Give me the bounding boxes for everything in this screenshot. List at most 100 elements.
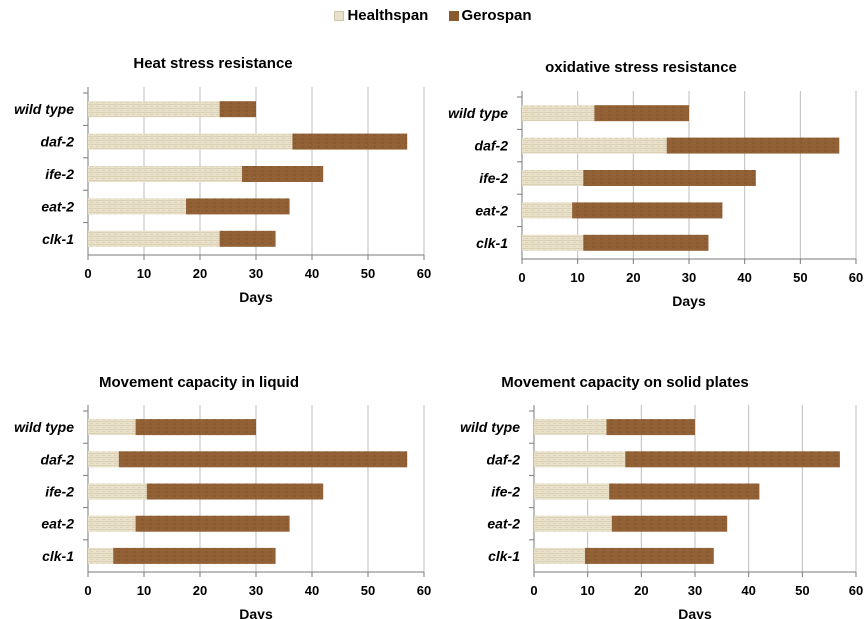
category-label: clk-1: [42, 548, 74, 564]
x-tick-label: 30: [682, 270, 696, 285]
x-tick-label: 0: [518, 270, 525, 285]
healthspan-bar: [88, 133, 293, 150]
x-tick-label: 10: [137, 266, 151, 281]
healthspan-bar: [534, 451, 626, 468]
gerospan-bar: [625, 451, 840, 468]
x-tick-label: 20: [193, 583, 207, 598]
healthspan-bar: [88, 547, 114, 564]
category-label: ife-2: [45, 484, 74, 500]
chart-title: Movement capacity in liquid: [99, 374, 299, 391]
category-label: wild type: [448, 105, 508, 121]
healthspan-bar: [88, 419, 136, 436]
x-tick-label: 20: [626, 270, 640, 285]
legend-label-healthspan: Healthspan: [347, 6, 429, 24]
gerospan-bar: [118, 451, 408, 468]
healthspan-bar: [534, 483, 610, 500]
healthspan-bar: [88, 101, 220, 118]
x-tick-label: 30: [249, 583, 263, 598]
x-tick-label: 60: [849, 270, 863, 285]
category-label: clk-1: [42, 231, 74, 247]
x-tick-label: 30: [249, 266, 263, 281]
gerospan-bar: [113, 547, 276, 564]
healthspan-bar: [534, 515, 612, 532]
gerospan-bar: [219, 230, 276, 247]
category-label: clk-1: [476, 235, 508, 251]
category-label: ife-2: [45, 166, 74, 182]
category-label: ife-2: [479, 170, 508, 186]
gerospan-swatch-icon: [448, 10, 459, 21]
x-axis-title: Days: [678, 606, 712, 619]
healthspan-bar: [88, 166, 242, 182]
category-label: wild type: [14, 419, 74, 435]
healthspan-bar: [522, 137, 667, 154]
x-tick-label: 50: [793, 270, 807, 285]
x-tick-label: 0: [84, 583, 91, 598]
chart-title: Heat stress resistance: [133, 55, 292, 72]
category-label: clk-1: [488, 548, 520, 564]
gerospan-bar: [583, 170, 756, 186]
healthspan-bar: [534, 419, 607, 436]
healthspan-bar: [88, 483, 147, 500]
gerospan-bar: [186, 198, 290, 215]
gerospan-bar: [584, 547, 714, 564]
gerospan-bar: [572, 202, 723, 219]
chart-legend: Healthspan Gerospan: [0, 6, 866, 24]
gerospan-bar: [594, 105, 689, 122]
category-label: eat-2: [487, 516, 520, 532]
x-tick-label: 40: [741, 583, 755, 598]
x-tick-label: 50: [795, 583, 809, 598]
healthspan-bar: [522, 234, 584, 251]
category-label: wild type: [14, 101, 74, 117]
gerospan-bar: [219, 101, 256, 118]
category-label: eat-2: [475, 202, 508, 218]
x-axis-title: Days: [672, 293, 706, 309]
category-label: eat-2: [41, 516, 74, 532]
gerospan-bar: [135, 419, 256, 436]
x-tick-label: 60: [849, 583, 863, 598]
x-tick-label: 40: [305, 583, 319, 598]
chart-movement-liquid: Movement capacity in liquid 0 10 20 30 40 50 60…: [14, 374, 431, 619]
gerospan-bar: [609, 483, 760, 500]
healthspan-bar: [534, 547, 585, 564]
category-label: daf-2: [487, 451, 521, 467]
category-label: ife-2: [491, 484, 520, 500]
gerospan-bar: [242, 166, 324, 182]
x-tick-label: 50: [361, 266, 375, 281]
legend-item-gerospan: Gerospan: [448, 6, 532, 24]
chart-oxidative-stress: oxidative stress resistance 0 10 20 30 40 50 60…: [448, 59, 863, 309]
gerospan-bar: [583, 234, 709, 251]
x-tick-label: 10: [570, 270, 584, 285]
chart-movement-solid: Movement capacity on solid plates 0 10 20 30…: [460, 374, 863, 619]
x-tick-label: 40: [305, 266, 319, 281]
healthspan-bar: [88, 515, 136, 532]
gerospan-bar: [666, 137, 840, 154]
x-tick-label: 60: [417, 583, 431, 598]
chart-title: oxidative stress resistance: [545, 59, 737, 76]
healthspan-bar: [522, 202, 573, 219]
legend-label-gerospan: Gerospan: [461, 6, 532, 24]
x-tick-label: 20: [193, 266, 207, 281]
x-tick-label: 30: [688, 583, 702, 598]
healthspan-bar: [88, 198, 186, 215]
category-label: daf-2: [41, 451, 75, 467]
chart-title: Movement capacity on solid plates: [501, 374, 749, 391]
gerospan-bar: [292, 133, 408, 150]
gerospan-bar: [611, 515, 728, 532]
x-tick-label: 50: [361, 583, 375, 598]
healthspan-bar: [88, 230, 220, 247]
healthspan-bar: [88, 451, 119, 468]
x-tick-label: 60: [417, 266, 431, 281]
gerospan-bar: [135, 515, 290, 532]
category-label: eat-2: [41, 198, 74, 214]
gerospan-bar: [606, 419, 695, 436]
x-axis-title: Days: [239, 606, 273, 619]
x-tick-label: 0: [530, 583, 537, 598]
healthspan-bar: [522, 105, 595, 122]
healthspan-swatch-icon: [334, 10, 345, 21]
x-tick-label: 10: [137, 583, 151, 598]
category-label: daf-2: [475, 138, 509, 154]
healthspan-bar: [522, 170, 584, 186]
x-axis-title: Days: [239, 289, 273, 305]
x-tick-label: 10: [580, 583, 594, 598]
legend-item-healthspan: Healthspan: [334, 7, 428, 24]
